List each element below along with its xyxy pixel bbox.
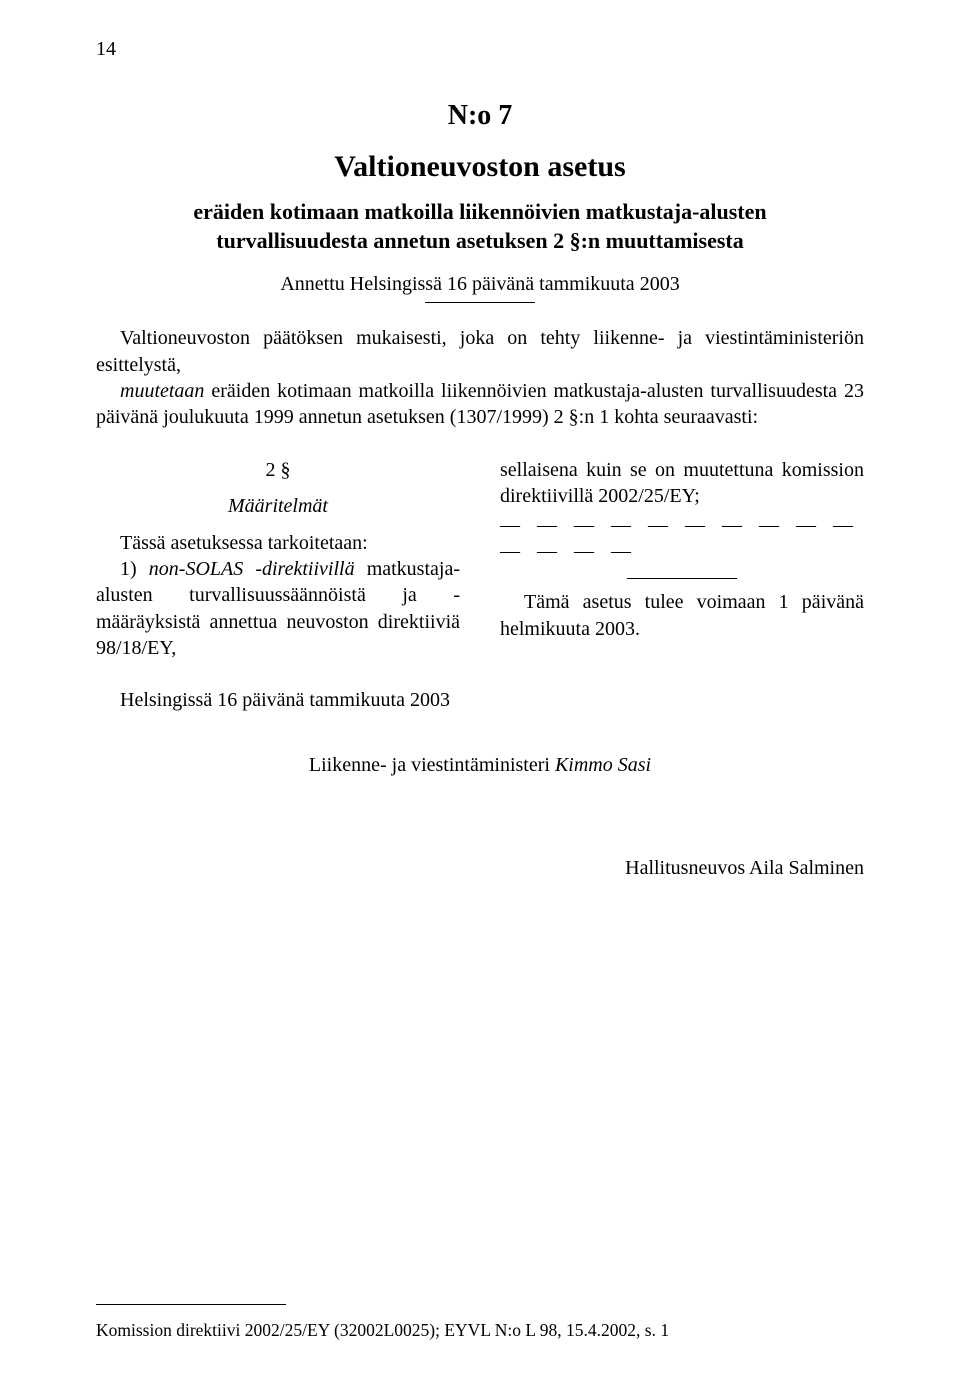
right-column: sellaisena kuin se on muutettuna komissi… (500, 449, 864, 662)
omission-dashes: — — — — — — — — — — — — — — (500, 512, 864, 565)
two-column-body: 2 § Määritelmät Tässä asetuksessa tarkoi… (96, 449, 864, 662)
signed-at-text: Helsingissä 16 päivänä tammikuuta 2003 (120, 689, 450, 711)
preamble-text-2: eräiden kotimaan matkoilla liikennöivien… (96, 380, 864, 428)
minister-name: Kimmo Sasi (555, 754, 651, 776)
divider-column (627, 578, 737, 579)
minister-line: Liikenne- ja viestintäministeri Kimmo Sa… (96, 754, 864, 777)
entry-into-force: Tämä asetus tulee voimaan 1 päivänä helm… (500, 589, 864, 642)
preamble: Valtioneuvoston päätöksen mukaisesti, jo… (96, 325, 864, 431)
continuation-text: sellaisena kuin se on muutettuna komissi… (500, 457, 864, 510)
divider-short (425, 302, 535, 303)
signed-at-line: Helsingissä 16 päivänä tammikuuta 2003 (96, 689, 864, 712)
document-number: N:o 7 (96, 100, 864, 132)
section-number: 2 § (96, 457, 460, 483)
counsel-line: Hallitusneuvos Aila Salminen (96, 857, 864, 880)
document-subtitle: eräiden kotimaan matkoilla liikennöivien… (96, 198, 864, 255)
definition-paragraph: Tässä asetuksessa tarkoitetaan: 1) non-S… (96, 530, 460, 662)
minister-prefix: Liikenne- ja viestintäministeri (309, 754, 555, 776)
preamble-text-1: Valtioneuvoston päätöksen mukaisesti, jo… (96, 327, 864, 375)
page: 14 N:o 7 Valtioneuvoston asetus eräiden … (0, 0, 960, 1375)
item-1-term: non-SOLAS -direktiivillä (149, 558, 355, 580)
footnote-rule (96, 1304, 286, 1305)
page-number: 14 (96, 38, 116, 61)
section-title: Määritelmät (96, 493, 460, 519)
document-title: Valtioneuvoston asetus (96, 150, 864, 184)
given-at-line: Annettu Helsingissä 16 päivänä tammikuut… (96, 273, 864, 296)
definition-lead: Tässä asetuksessa tarkoitetaan: (120, 532, 368, 554)
entry-into-force-text: Tämä asetus tulee voimaan 1 päivänä helm… (500, 591, 864, 639)
left-column: 2 § Määritelmät Tässä asetuksessa tarkoi… (96, 449, 460, 662)
footnote: Komission direktiivi 2002/25/EY (32002L0… (96, 1320, 669, 1341)
item-1-label: 1) (120, 558, 149, 580)
preamble-muutetaan: muutetaan (120, 380, 204, 402)
